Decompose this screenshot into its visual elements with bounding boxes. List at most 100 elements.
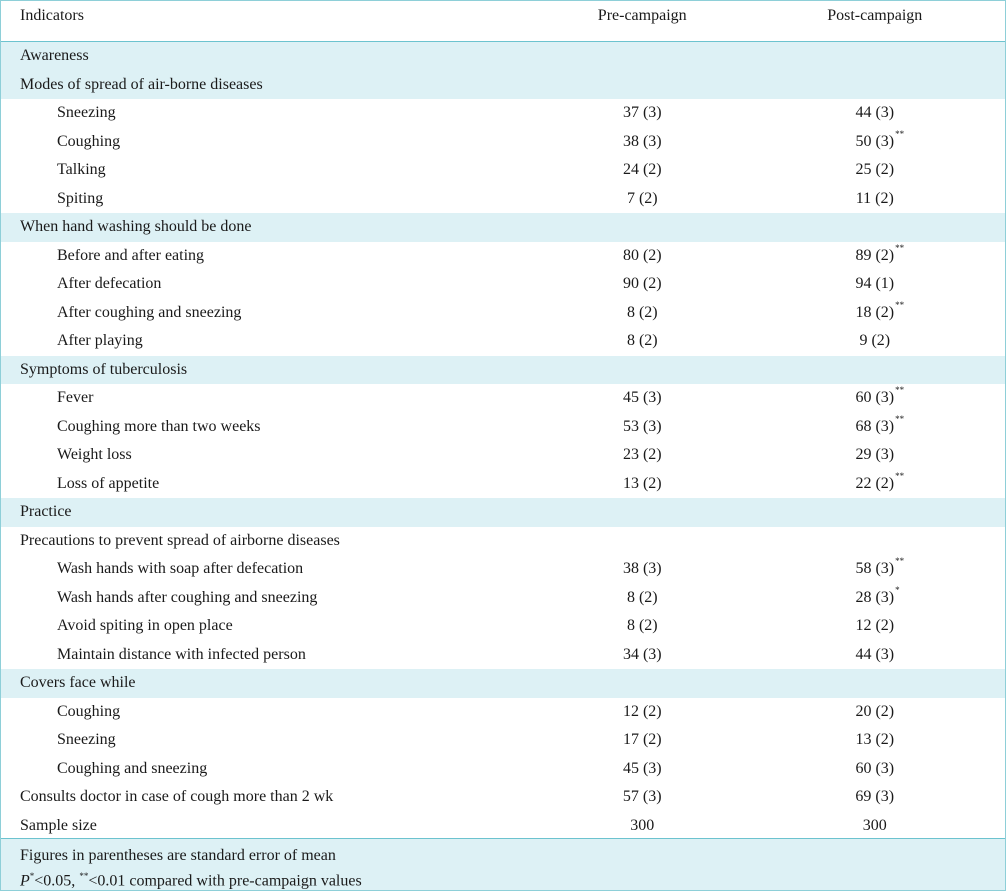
- table-row: Wash hands after coughing and sneezing 8 …: [1, 584, 1005, 613]
- indicator-cell: Modes of spread of air-borne diseases: [20, 75, 263, 93]
- indicator-cell: Avoid spiting in open place: [57, 617, 233, 635]
- pre-campaign-cell: 90 (2): [622, 275, 662, 293]
- post-campaign-cell: [745, 361, 1005, 379]
- post-campaign-value: 60 (3): [855, 759, 895, 777]
- table-row: Wash hands with soap after defecation 38 …: [1, 555, 1005, 584]
- post-campaign-cell: [745, 218, 1005, 236]
- table-row: Fever 45 (3) 60 (3) **: [1, 384, 1005, 413]
- indicator-cell: Sample size: [20, 816, 97, 834]
- pre-campaign-cell: 12 (2): [622, 702, 662, 720]
- indicator-cell: Precautions to prevent spread of airborn…: [20, 531, 340, 549]
- post-campaign-value: 9 (2): [859, 332, 891, 350]
- pre-campaign-cell: 8 (2): [626, 332, 658, 350]
- footnote-line-1: Figures in parentheses are standard erro…: [20, 847, 336, 864]
- indicator-cell: Wash hands after coughing and sneezing: [57, 588, 318, 606]
- post-campaign-cell: 13 (2): [745, 731, 1005, 749]
- post-campaign-value: 18 (2): [855, 303, 895, 321]
- post-campaign-value: 13 (2): [855, 731, 895, 749]
- pre-campaign-cell: 38 (3): [622, 560, 662, 578]
- pre-campaign-cell: 8 (2): [626, 617, 658, 635]
- table-row: Coughing and sneezing 45 (3) 60 (3): [1, 755, 1005, 784]
- pre-campaign-cell: 53 (3): [622, 417, 662, 435]
- table-row: Symptoms of tuberculosis: [1, 355, 1005, 384]
- indicator-cell: Maintain distance with infected person: [57, 645, 306, 663]
- table-row: Modes of spread of air-borne diseases: [1, 70, 1005, 99]
- post-campaign-cell: 22 (2) **: [745, 471, 1005, 493]
- post-campaign-cell: 12 (2): [745, 617, 1005, 635]
- indicator-cell: After playing: [57, 332, 143, 350]
- significance-marker: **: [895, 385, 905, 396]
- post-campaign-value: 29 (3): [855, 446, 895, 464]
- pre-campaign-cell: 24 (2): [622, 161, 662, 179]
- table-header: Indicators Pre-campaign Post-campaign: [1, 1, 1005, 42]
- table-row: When hand washing should be done: [1, 213, 1005, 242]
- post-campaign-value: 44 (3): [855, 104, 895, 122]
- post-campaign-cell: 60 (3): [745, 760, 1005, 778]
- table-row: Coughing more than two weeks 53 (3) 68 (3)…: [1, 413, 1005, 442]
- indicator-cell: Symptoms of tuberculosis: [20, 360, 188, 378]
- significance-marker: **: [895, 556, 905, 567]
- significance-marker: **: [895, 470, 905, 481]
- post-campaign-cell: 18 (2) **: [745, 300, 1005, 322]
- pre-campaign-cell: 38 (3): [622, 132, 662, 150]
- indicator-cell: After coughing and sneezing: [57, 303, 242, 321]
- post-campaign-cell: 60 (3) **: [745, 385, 1005, 407]
- post-campaign-cell: 89 (2) **: [745, 243, 1005, 265]
- post-campaign-cell: 11 (2): [745, 190, 1005, 208]
- pre-campaign-cell: 7 (2): [626, 189, 658, 207]
- post-campaign-cell: 94 (1): [745, 275, 1005, 293]
- indicator-cell: Covers face while: [20, 674, 136, 692]
- post-campaign-cell: 29 (3): [745, 446, 1005, 464]
- post-campaign-value: 44 (3): [855, 645, 895, 663]
- post-campaign-cell: 58 (3) **: [745, 556, 1005, 578]
- pre-campaign-cell: 23 (2): [622, 446, 662, 464]
- table-row: Spiting 7 (2) 11 (2): [1, 185, 1005, 214]
- pre-campaign-cell: 37 (3): [622, 104, 662, 122]
- indicator-cell: Coughing: [57, 132, 121, 150]
- pre-campaign-cell: 13 (2): [622, 474, 662, 492]
- indicator-cell: Loss of appetite: [57, 474, 160, 492]
- table-row: Avoid spiting in open place 8 (2) 12 (2): [1, 612, 1005, 641]
- indicator-cell: Spiting: [57, 189, 104, 207]
- post-campaign-value: 11 (2): [855, 189, 894, 207]
- post-campaign-value: 94 (1): [855, 275, 895, 293]
- indicator-cell: Talking: [57, 161, 106, 179]
- post-campaign-cell: 50 (3) **: [745, 129, 1005, 151]
- post-campaign-value: 28 (3): [855, 588, 895, 606]
- indicator-cell: Practice: [20, 503, 72, 521]
- table-row: Maintain distance with infected person 34…: [1, 641, 1005, 670]
- header-pre-campaign: Pre-campaign: [597, 7, 687, 24]
- significance-marker: **: [895, 128, 905, 139]
- indicator-cell: Coughing: [57, 702, 121, 720]
- table-row: Sample size 300 300: [1, 812, 1005, 841]
- post-campaign-cell: [745, 47, 1005, 65]
- indicator-cell: Coughing more than two weeks: [57, 417, 261, 435]
- pre-campaign-cell: 45 (3): [622, 759, 662, 777]
- indicator-cell: Sneezing: [57, 731, 116, 749]
- header-post-campaign: Post-campaign: [827, 7, 923, 24]
- pre-campaign-cell: 45 (3): [622, 389, 662, 407]
- table-row: Sneezing 37 (3) 44 (3): [1, 99, 1005, 128]
- post-campaign-cell: 9 (2): [745, 332, 1005, 350]
- post-campaign-value: 89 (2): [855, 246, 895, 264]
- table-row: Loss of appetite 13 (2) 22 (2) **: [1, 470, 1005, 499]
- post-campaign-value: 50 (3): [855, 132, 895, 150]
- table-row: After playing 8 (2) 9 (2): [1, 327, 1005, 356]
- post-campaign-cell: 20 (2): [745, 703, 1005, 721]
- table-row: Before and after eating 80 (2) 89 (2) **: [1, 242, 1005, 271]
- post-campaign-cell: 69 (3): [745, 788, 1005, 806]
- indicator-cell: After defecation: [57, 275, 162, 293]
- post-campaign-cell: [745, 76, 1005, 94]
- table-row: After defecation 90 (2) 94 (1): [1, 270, 1005, 299]
- indicator-cell: Consults doctor in case of cough more th…: [20, 788, 334, 806]
- post-campaign-cell: 68 (3) **: [745, 414, 1005, 436]
- significance-marker: *: [895, 584, 900, 595]
- post-campaign-value: 22 (2): [855, 474, 895, 492]
- pre-campaign-cell: 8 (2): [626, 588, 658, 606]
- table-row: Weight loss 23 (2) 29 (3): [1, 441, 1005, 470]
- indicator-cell: Before and after eating: [57, 246, 205, 264]
- post-campaign-value: 58 (3): [855, 560, 895, 578]
- post-campaign-value: 20 (2): [855, 702, 895, 720]
- significance-marker: **: [895, 242, 905, 253]
- post-campaign-value: 25 (2): [855, 161, 895, 179]
